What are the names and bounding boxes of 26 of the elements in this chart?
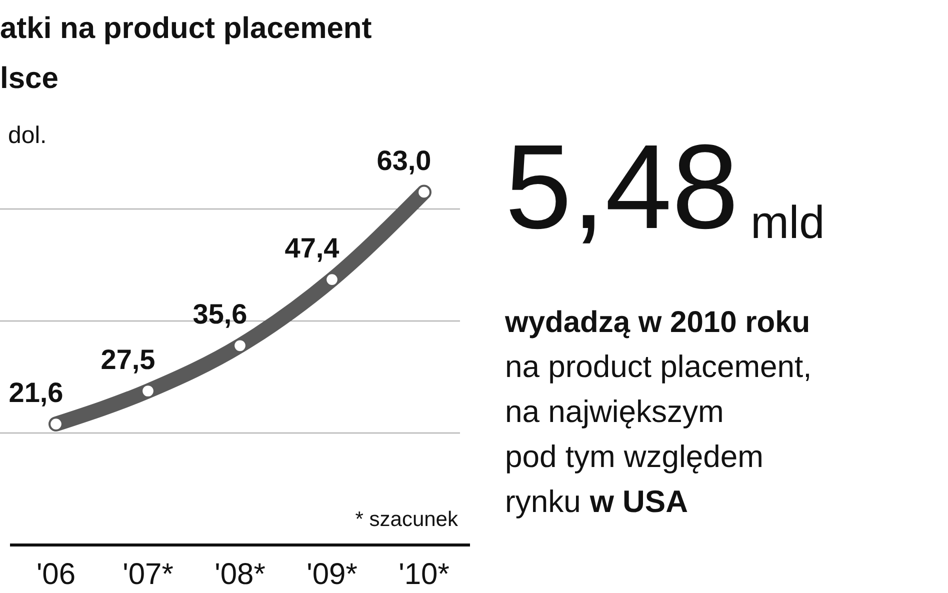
point [417,185,431,200]
point [141,384,155,398]
text: w USA [588,484,688,519]
x-tick-label: '09* [306,558,358,591]
data-label: 63,0 [376,145,432,176]
point [49,417,63,431]
text: mld [750,196,825,248]
data-label: 21,6 [8,377,64,408]
chart-title: atki na product placement lsce [0,12,372,95]
data-label: 27,5 [100,344,156,375]
text: na największym [505,394,724,429]
text: 5,48 [505,120,739,254]
point [233,338,247,353]
text: na product placement, [505,349,812,384]
x-tick-label: '08* [214,558,266,591]
x-tick-label: '10* [398,558,450,591]
data-label: 35,6 [192,298,248,330]
chart-subtitle: dol. [8,122,47,149]
text: pod tym względem [505,439,764,474]
text: rynku [505,484,581,519]
text: * szacunek [355,508,458,531]
x-tick-label: '07* [122,558,174,591]
data-label: 47,4 [284,232,340,264]
point [325,272,339,286]
text: wydadzą w 2010 roku [504,306,810,339]
x-tick-label: '06 [36,558,76,591]
